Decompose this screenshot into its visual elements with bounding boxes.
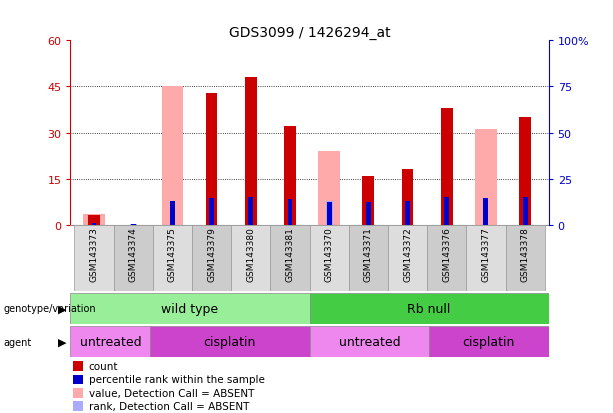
Text: GSM143373: GSM143373 — [89, 227, 99, 282]
Text: wild type: wild type — [161, 302, 219, 315]
Bar — [91, 222, 97, 225]
Bar — [153, 225, 192, 291]
Text: rank, Detection Call = ABSENT: rank, Detection Call = ABSENT — [89, 401, 249, 411]
Text: GSM143380: GSM143380 — [246, 227, 255, 282]
Bar — [362, 176, 374, 225]
Bar — [83, 214, 105, 225]
Bar — [388, 225, 427, 291]
Bar — [484, 198, 489, 225]
Text: GSM143370: GSM143370 — [325, 227, 333, 282]
Text: Rb null: Rb null — [408, 302, 451, 315]
Bar — [444, 197, 449, 225]
Title: GDS3099 / 1426294_at: GDS3099 / 1426294_at — [229, 26, 390, 40]
Bar — [326, 201, 333, 225]
Bar — [284, 127, 296, 225]
Text: GSM143371: GSM143371 — [364, 227, 373, 282]
Bar — [91, 223, 96, 225]
Bar — [73, 375, 83, 384]
Text: value, Detection Call = ABSENT: value, Detection Call = ABSENT — [89, 388, 254, 398]
Bar — [73, 388, 83, 398]
Text: percentile rank within the sample: percentile rank within the sample — [89, 375, 265, 385]
Text: untreated: untreated — [80, 335, 141, 348]
Bar — [349, 225, 388, 291]
Bar — [70, 326, 150, 357]
Bar — [74, 225, 113, 291]
Bar — [209, 198, 214, 225]
Text: ▶: ▶ — [58, 304, 66, 314]
Text: cisplatin: cisplatin — [204, 335, 256, 348]
Bar — [506, 225, 545, 291]
Bar — [70, 293, 310, 324]
Bar — [73, 401, 83, 411]
Bar — [427, 225, 466, 291]
Bar — [88, 216, 100, 225]
Bar — [248, 197, 253, 225]
Bar — [310, 225, 349, 291]
Text: GSM143381: GSM143381 — [286, 227, 294, 282]
Bar — [405, 201, 410, 225]
Text: count: count — [89, 361, 118, 371]
Bar — [402, 170, 413, 225]
Bar — [429, 326, 549, 357]
Bar — [130, 224, 137, 225]
Text: GSM143376: GSM143376 — [442, 227, 451, 282]
Bar — [170, 201, 175, 225]
Bar — [73, 361, 83, 371]
Text: untreated: untreated — [338, 335, 400, 348]
Text: cisplatin: cisplatin — [463, 335, 515, 348]
Bar — [231, 225, 270, 291]
Bar — [441, 109, 452, 225]
Bar — [519, 118, 531, 225]
Bar — [327, 202, 332, 225]
Bar — [523, 197, 528, 225]
Text: GSM143379: GSM143379 — [207, 227, 216, 282]
Text: GSM143374: GSM143374 — [129, 227, 138, 282]
Bar — [192, 225, 231, 291]
Bar — [113, 225, 153, 291]
Bar — [131, 224, 135, 225]
Bar — [310, 293, 549, 324]
Text: GSM143372: GSM143372 — [403, 227, 412, 282]
Bar — [366, 202, 371, 225]
Bar — [466, 225, 506, 291]
Bar — [206, 93, 218, 225]
Text: GSM143378: GSM143378 — [520, 227, 530, 282]
Bar — [270, 225, 310, 291]
Bar — [318, 152, 340, 225]
Bar — [245, 78, 257, 225]
Bar — [310, 326, 429, 357]
Text: genotype/variation: genotype/variation — [3, 304, 96, 314]
Bar — [475, 130, 497, 225]
Text: agent: agent — [3, 337, 31, 347]
Text: ▶: ▶ — [58, 337, 66, 347]
Text: GSM143375: GSM143375 — [168, 227, 177, 282]
Bar — [162, 87, 183, 225]
Bar — [287, 199, 292, 225]
Text: GSM143377: GSM143377 — [481, 227, 490, 282]
Bar — [150, 326, 310, 357]
